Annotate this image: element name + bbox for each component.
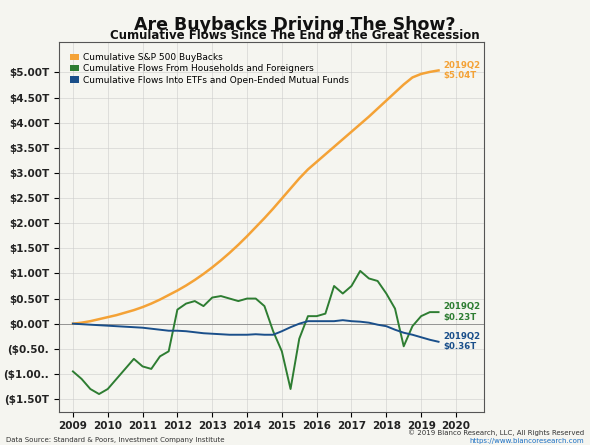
Text: 2019Q2
$0.36T: 2019Q2 $0.36T (444, 332, 481, 352)
Text: Are Buybacks Driving The Show?: Are Buybacks Driving The Show? (135, 16, 455, 33)
Text: Data Source: Standard & Poors, Investment Company Institute: Data Source: Standard & Poors, Investmen… (6, 437, 224, 443)
Text: Cumulative Flows Since The End of the Great Recession: Cumulative Flows Since The End of the Gr… (110, 29, 480, 42)
Legend: Cumulative S&P 500 BuyBacks, Cumulative Flows From Households and Foreigners, Cu: Cumulative S&P 500 BuyBacks, Cumulative … (68, 50, 352, 87)
Text: 2019Q2
$0.23T: 2019Q2 $0.23T (444, 303, 481, 322)
Text: https://www.biancoresearch.com: https://www.biancoresearch.com (470, 438, 584, 444)
Text: © 2019 Bianco Research, LLC, All Rights Reserved: © 2019 Bianco Research, LLC, All Rights … (408, 429, 584, 436)
Text: 2019Q2
$5.04T: 2019Q2 $5.04T (444, 61, 481, 80)
